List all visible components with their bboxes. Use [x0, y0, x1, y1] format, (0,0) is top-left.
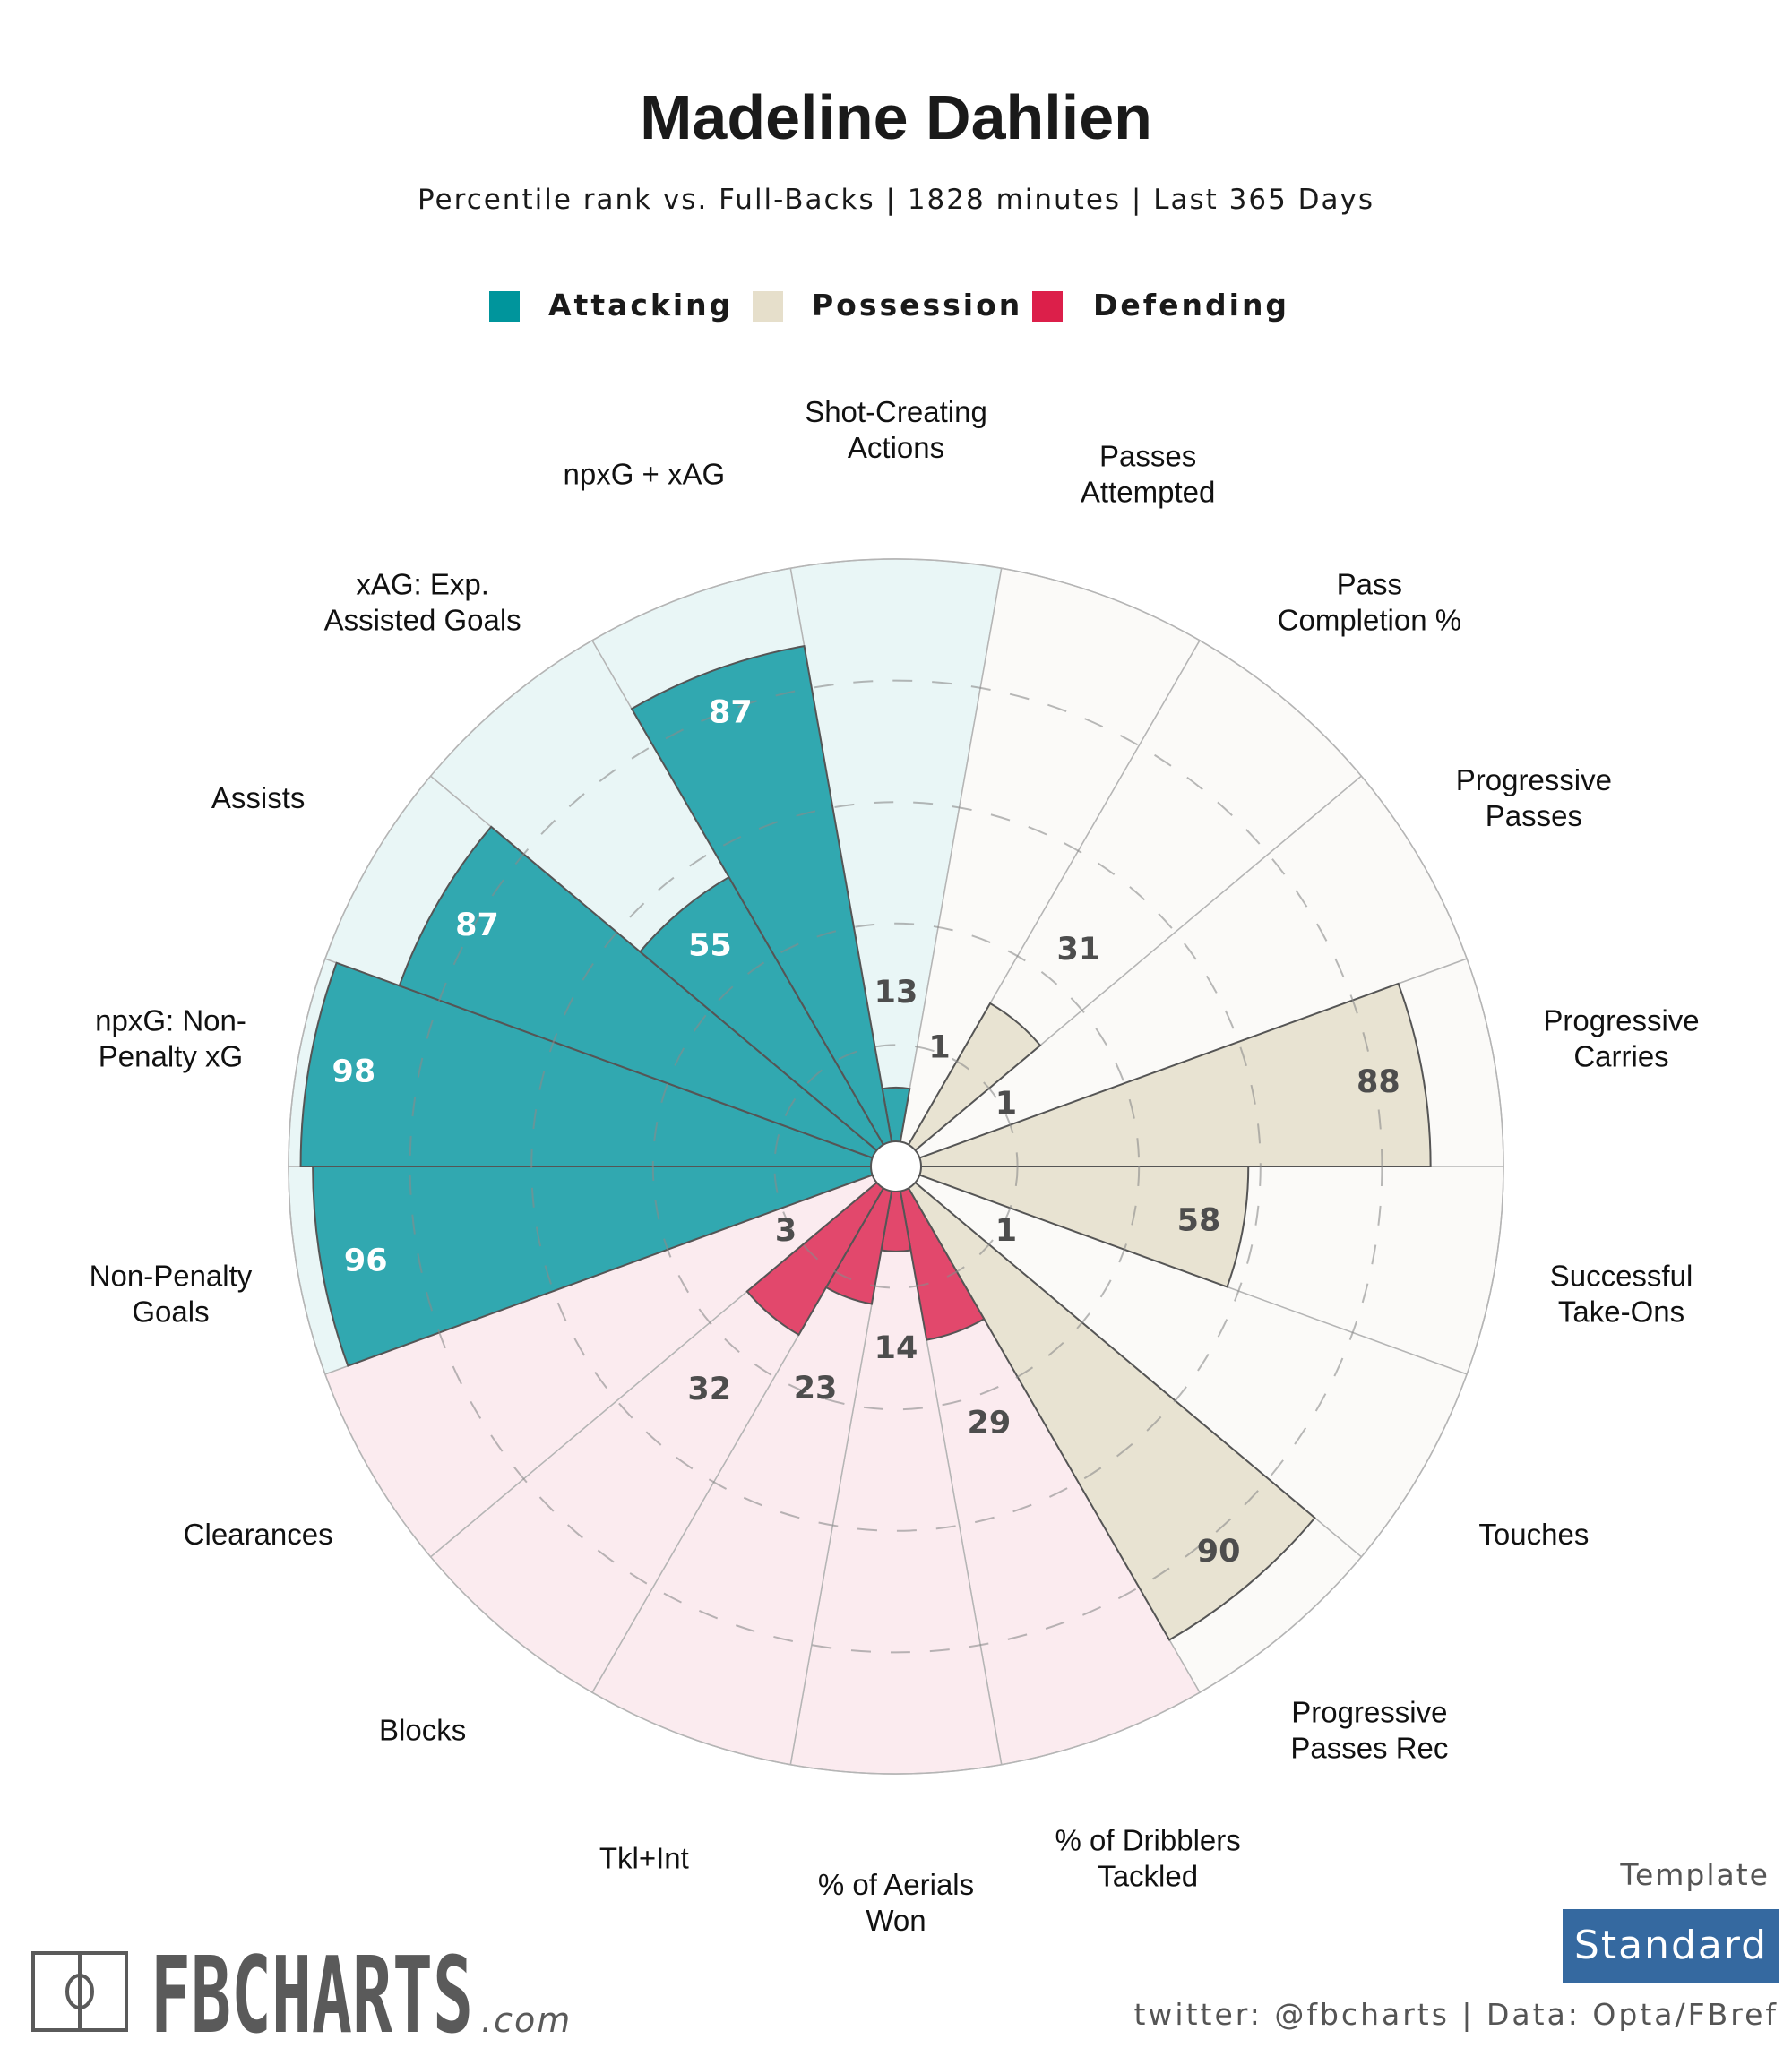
value-label-passes-attempted: 1	[928, 1030, 950, 1066]
fbcharts-logo: FBCHARTS .com	[31, 1933, 572, 2048]
value-label-progressive-passes-rec: 90	[1197, 1534, 1241, 1570]
value-label-npxg-non-penalty-xg: 98	[332, 1054, 376, 1089]
bar-progressive-passes-rec	[895, 1166, 1316, 1641]
category-label-progressive-passes: Progressive Passes	[1456, 763, 1612, 832]
value-label-of-aerials-won: 14	[874, 1330, 918, 1366]
bar-successful-take-ons	[895, 1166, 1250, 1288]
legend-item-defending: Defending	[1032, 288, 1289, 323]
value-label-progressive-carries: 88	[1357, 1064, 1400, 1100]
gridlines	[288, 558, 1504, 1775]
bar-non-penalty-goals	[312, 1166, 897, 1367]
bar-pass-completion	[895, 1002, 1042, 1167]
category-label-npxg-xag: npxG + xAG	[564, 458, 726, 491]
category-label-of-aerials-won: % of Aerials Won	[818, 1868, 974, 1937]
bar-npxg-xag	[630, 644, 897, 1167]
category-label-progressive-carries: Progressive Carries	[1543, 1003, 1699, 1072]
bar-blocks	[745, 1166, 897, 1337]
category-label-shot-creating-actions: Shot-Creating Actions	[805, 395, 987, 464]
value-labels: 13 1 31 1 88 58 1 90 29 14 23 32 3 96 98 87 55 87	[332, 695, 1400, 1570]
category-label-blocks: Blocks	[379, 1714, 466, 1747]
gridline-60	[530, 801, 1262, 1532]
category-label-xag-exp-assisted-goals: xAG: Exp. Assisted Goals	[324, 567, 521, 636]
legend: Attacking Possession Defending	[489, 288, 1289, 323]
logo-suffix: .com	[481, 2001, 572, 2040]
chart-title: Madeline Dahlien	[640, 82, 1152, 152]
credits-text: twitter: @fbcharts | Data: Opta/FBref	[1133, 1997, 1779, 2032]
bar-assists	[398, 825, 897, 1167]
category-label-touches: Touches	[1478, 1518, 1589, 1551]
value-label-successful-take-ons: 58	[1177, 1203, 1221, 1239]
legend-swatch-possession	[753, 291, 783, 322]
chart-subtitle: Percentile rank vs. Full-Backs | 1828 mi…	[418, 184, 1374, 216]
template-label: Template	[1619, 1857, 1770, 1892]
category-label-successful-take-ons: Successful Take-Ons	[1550, 1260, 1693, 1329]
outer-ring	[288, 558, 1504, 1775]
value-label-assists: 87	[455, 908, 499, 943]
category-label-progressive-passes-rec: Progressive Passes Rec	[1290, 1696, 1448, 1765]
category-label-npxg-non-penalty-xg: npxG: Non-Penalty xG	[95, 1003, 246, 1072]
template-badge	[1563, 1909, 1779, 1983]
gridline-20	[773, 1044, 1019, 1289]
value-label-clearances: 3	[775, 1213, 797, 1249]
bar-xag-exp-assisted-goals	[638, 875, 897, 1167]
template-value: Standard	[1574, 1923, 1768, 1968]
category-label-assists: Assists	[211, 781, 306, 814]
value-label-of-dribblers-tackled: 29	[967, 1405, 1011, 1441]
legend-item-possession: Possession	[753, 288, 1022, 323]
legend-swatch-attacking	[489, 291, 520, 322]
value-label-blocks: 32	[687, 1372, 731, 1407]
category-label-of-dribblers-tackled: % of Dribblers Tackled	[1055, 1823, 1241, 1892]
value-label-touches: 1	[995, 1213, 1017, 1249]
wedge-bars	[299, 644, 1432, 1641]
category-label-clearances: Clearances	[184, 1518, 333, 1551]
legend-item-attacking: Attacking	[489, 288, 733, 323]
category-label-passes-attempted: Passes Attempted	[1081, 440, 1215, 509]
category-labels: Shot-Creating Actions Passes Attempted Pass C…	[90, 395, 1700, 1937]
bar-of-dribblers-tackled	[895, 1166, 986, 1341]
legend-label-attacking: Attacking	[548, 288, 733, 323]
legend-swatch-defending	[1032, 291, 1063, 322]
legend-label-defending: Defending	[1093, 288, 1289, 323]
value-label-shot-creating-actions: 13	[874, 975, 918, 1011]
category-label-non-penalty-goals: Non-Penalty Goals	[90, 1260, 253, 1329]
value-label-xag-exp-assisted-goals: 55	[688, 928, 732, 964]
value-label-pass-completion: 31	[1057, 932, 1101, 968]
value-label-progressive-passes: 1	[995, 1086, 1017, 1122]
legend-label-possession: Possession	[812, 288, 1022, 323]
pitch-icon	[31, 1951, 128, 2032]
category-label-tkl-int: Tkl+Int	[599, 1841, 689, 1874]
value-label-npxg-xag: 87	[709, 695, 753, 731]
bar-npxg-non-penalty-xg	[299, 961, 897, 1167]
center-hole	[870, 1140, 922, 1192]
value-label-tkl-int: 23	[794, 1371, 838, 1407]
gridline-40	[651, 922, 1141, 1411]
bar-progressive-carries	[895, 982, 1432, 1167]
gridline-80	[409, 679, 1383, 1654]
logo-wordmark: FBCHARTS	[151, 1933, 473, 2048]
value-label-non-penalty-goals: 96	[344, 1243, 388, 1278]
category-label-pass-completion: Pass Completion %	[1278, 567, 1461, 636]
